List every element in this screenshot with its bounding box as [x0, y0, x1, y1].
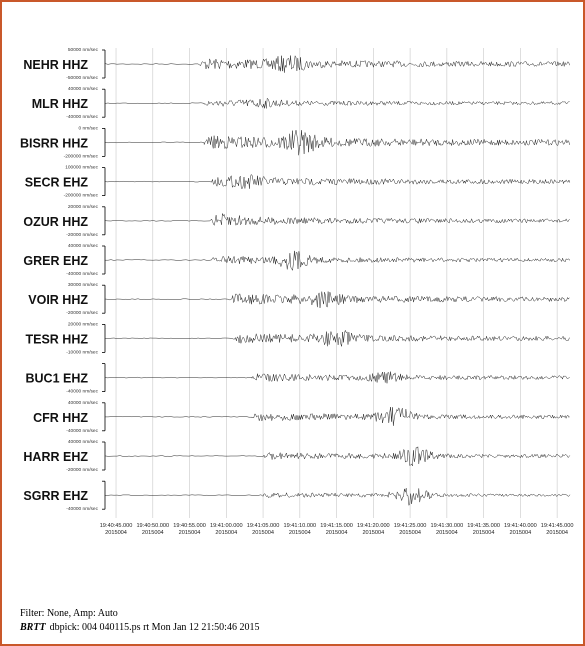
scale-min-label: -20000 nm/sec — [66, 310, 98, 316]
scale-max-label: 40000 nm/sec — [68, 243, 99, 249]
station-label: GRER EHZ — [23, 254, 88, 268]
waveform-trace — [104, 329, 570, 347]
scale-min-label: -40000 nm/sec — [66, 271, 98, 277]
scale-max-label: 30000 nm/sec — [68, 282, 99, 288]
station-label: BUC1 EHZ — [25, 372, 88, 386]
waveform-trace — [104, 250, 570, 271]
brtt-info: BRTT dbpick: 004 040115.ps rt Mon Jan 12 … — [20, 622, 259, 633]
scale-max-label: 0 nm/sec — [79, 125, 99, 131]
station-label: MLR HHZ — [32, 97, 89, 111]
x-tick-label: 19:41:40.000 — [504, 523, 537, 529]
station-label: HARR EHZ — [23, 450, 88, 464]
x-tick-label: 19:40:45.000 — [100, 523, 133, 529]
waveform-trace — [104, 97, 570, 109]
x-tick-label: 19:41:05.000 — [247, 523, 280, 529]
x-tick-date: 2015004 — [362, 530, 384, 536]
scale-max-label: 40000 nm/sec — [68, 439, 99, 445]
x-tick-date: 2015004 — [179, 530, 201, 536]
x-tick-date: 2015004 — [105, 530, 127, 536]
x-tick-label: 19:41:45.000 — [541, 523, 574, 529]
waveform-trace — [104, 291, 570, 308]
x-tick-label: 19:41:00.000 — [210, 523, 243, 529]
x-tick-date: 2015004 — [215, 530, 237, 536]
scale-min-label: -40000 nm/sec — [66, 506, 98, 512]
waveform-trace — [104, 446, 571, 467]
station-label: SECR EHZ — [25, 176, 89, 190]
scale-max-label: 20000 nm/sec — [68, 321, 99, 327]
x-tick-date: 2015004 — [436, 530, 458, 536]
x-tick-date: 2015004 — [399, 530, 421, 536]
x-tick-label: 19:40:55.000 — [173, 523, 206, 529]
x-tick-date: 2015004 — [142, 530, 164, 536]
scale-min-label: -10000 nm/sec — [66, 349, 98, 355]
scale-min-label: -20000 nm/sec — [66, 467, 98, 473]
scale-min-label: -50000 nm/sec — [66, 75, 98, 81]
x-tick-date: 2015004 — [326, 530, 348, 536]
x-tick-date: 2015004 — [252, 530, 274, 536]
scale-min-label: -20000 nm/sec — [66, 232, 98, 238]
station-label: TESR HHZ — [26, 332, 89, 346]
x-tick-label: 19:41:20.000 — [357, 523, 390, 529]
x-tick-date: 2015004 — [289, 530, 311, 536]
station-label: CFR HHZ — [33, 411, 88, 425]
waveform-trace — [104, 174, 571, 189]
x-tick-date: 2015004 — [546, 530, 568, 536]
x-tick-label: 19:40:50.000 — [136, 523, 169, 529]
x-tick-label: 19:41:25.000 — [394, 523, 427, 529]
waveform-trace — [104, 55, 570, 73]
dbpick-info: dbpick: 004 040115.ps rt Mon Jan 12 21:5… — [49, 622, 260, 633]
x-tick-label: 19:41:10.000 — [283, 523, 316, 529]
waveform-trace — [104, 488, 571, 507]
x-tick-label: 19:41:30.000 — [431, 523, 464, 529]
filter-info: Filter: None, Amp: Auto — [20, 608, 118, 619]
station-label: VOIR HHZ — [28, 293, 88, 307]
x-tick-label: 19:41:35.000 — [467, 523, 500, 529]
scale-max-label: 40000 nm/sec — [68, 400, 99, 406]
seismogram-plot: 19:40:45.000201500419:40:50.000201500419… — [20, 47, 574, 536]
scale-max-label: 100000 nm/sec — [65, 165, 98, 171]
station-label: SGRR EHZ — [23, 489, 88, 503]
scale-min-label: -40000 nm/sec — [66, 428, 98, 434]
x-tick-date: 2015004 — [509, 530, 531, 536]
scale-max-label: 50000 nm/sec — [68, 47, 99, 53]
scale-max-label: 40000 nm/sec — [68, 86, 99, 92]
scale-min-label: -200000 nm/sec — [64, 193, 99, 199]
x-tick-date: 2015004 — [473, 530, 495, 536]
scale-min-label: -40000 nm/sec — [66, 114, 98, 120]
station-label: BISRR HHZ — [20, 136, 88, 150]
scale-max-label: 20000 nm/sec — [68, 204, 99, 210]
brtt-label: BRTT — [20, 622, 46, 633]
waveform-trace — [104, 406, 570, 426]
station-label: OZUR HHZ — [23, 215, 88, 229]
waveform-trace — [104, 130, 570, 156]
waveform-trace — [104, 213, 570, 226]
scale-min-label: -40000 nm/sec — [66, 389, 98, 395]
station-label: NEHR HHZ — [23, 58, 88, 72]
scale-min-label: -200000 nm/sec — [64, 153, 99, 159]
waveform-trace — [104, 371, 570, 384]
x-tick-label: 19:41:15.000 — [320, 523, 353, 529]
